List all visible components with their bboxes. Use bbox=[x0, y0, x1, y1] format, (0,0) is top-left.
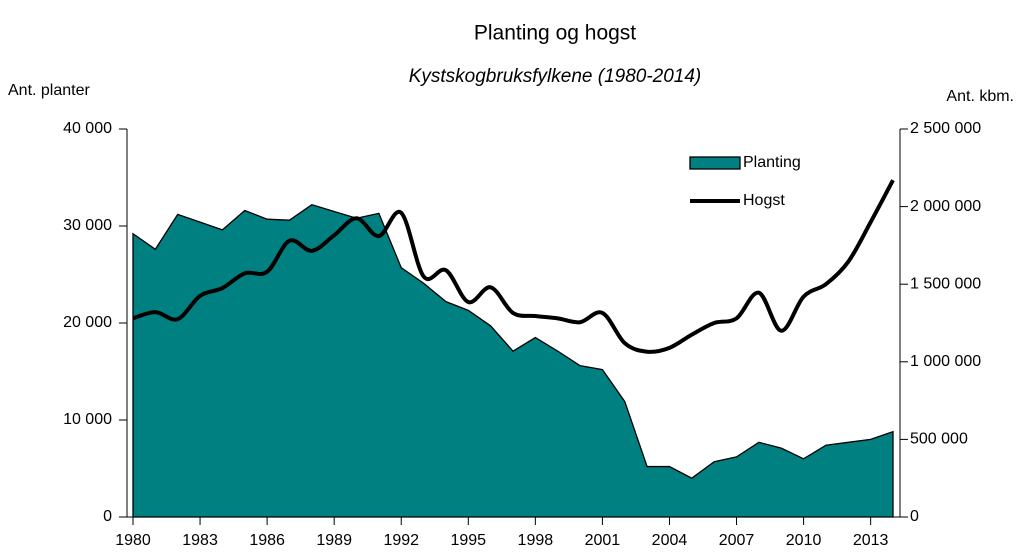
y-tick-label: 20 000 bbox=[63, 314, 112, 331]
y-tick-label: 0 bbox=[103, 508, 112, 525]
y2-axis-label: Ant. kbm. bbox=[946, 88, 1014, 105]
x-tick-label: 1995 bbox=[450, 532, 486, 549]
chart-title: Planting og hogst bbox=[474, 22, 636, 45]
y-tick-label: 40 000 bbox=[63, 120, 112, 137]
y-tick-label: 10 000 bbox=[63, 411, 112, 428]
legend-label: Planting bbox=[743, 154, 801, 171]
hogst-line bbox=[132, 179, 895, 354]
x-tick-label: 1986 bbox=[249, 532, 285, 549]
planting-area bbox=[132, 203, 894, 518]
x-tick-label: 1989 bbox=[316, 532, 352, 549]
x-tick-label: 2013 bbox=[853, 532, 889, 549]
y-axis-label: Ant. planter bbox=[8, 82, 91, 99]
legend-label: Hogst bbox=[743, 192, 785, 209]
y2-tick-label: 2 500 000 bbox=[910, 120, 981, 137]
x-tick-label: 1992 bbox=[383, 532, 419, 549]
y-tick-label: 30 000 bbox=[63, 217, 112, 234]
y2-tick-label: 500 000 bbox=[910, 431, 968, 448]
y2-tick-label: 1 000 000 bbox=[910, 353, 981, 370]
y2-tick-label: 2 000 000 bbox=[910, 198, 981, 215]
x-tick-label: 1980 bbox=[115, 532, 151, 549]
y2-tick-label: 0 bbox=[910, 508, 919, 525]
x-tick-label: 1983 bbox=[182, 532, 218, 549]
x-tick-label: 2001 bbox=[585, 532, 621, 549]
x-tick-label: 1998 bbox=[518, 532, 554, 549]
x-tick-label: 2007 bbox=[719, 532, 755, 549]
legend-swatch bbox=[689, 156, 741, 170]
y2-tick-label: 1 500 000 bbox=[910, 275, 981, 292]
chart-subtitle: Kystskogbruksfylkene (1980-2014) bbox=[409, 66, 702, 87]
x-tick-label: 2004 bbox=[652, 532, 688, 549]
x-tick-label: 2010 bbox=[786, 532, 822, 549]
